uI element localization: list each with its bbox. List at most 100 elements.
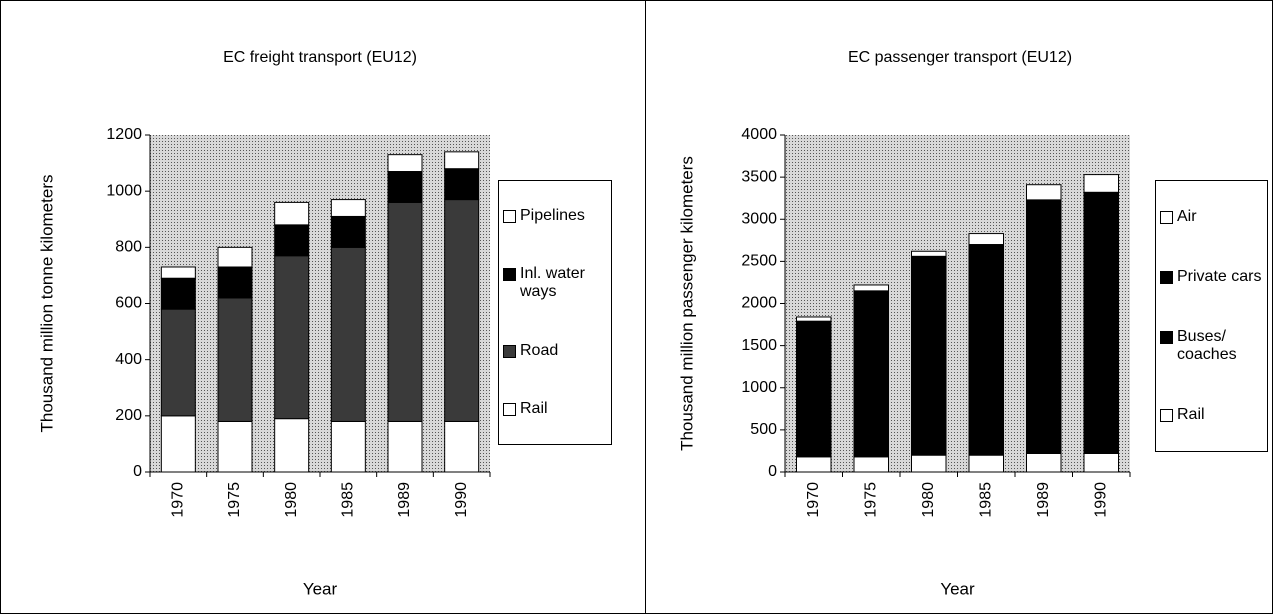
bar-segment bbox=[1026, 422, 1062, 454]
legend-label: Private cars bbox=[1177, 268, 1262, 285]
y-axis-label: Thousand million passenger kilometers bbox=[677, 156, 696, 451]
legend-entry: Rail bbox=[503, 400, 607, 418]
y-tick-label: 200 bbox=[115, 407, 142, 424]
legend-label: Rail bbox=[1177, 406, 1205, 423]
legend: Air Private cars Buses/ coaches Rail bbox=[1155, 180, 1268, 452]
bar-segment bbox=[796, 320, 832, 433]
x-tick-label: 1989 bbox=[396, 482, 413, 518]
legend-label: Air bbox=[1177, 208, 1197, 225]
y-tick-label: 1000 bbox=[741, 379, 777, 396]
bar-segment bbox=[1026, 452, 1062, 473]
y-tick-label: 1200 bbox=[106, 126, 142, 143]
x-tick-label: 1985 bbox=[340, 482, 357, 518]
legend-entry: Private cars bbox=[1160, 268, 1263, 286]
y-tick-label: 1500 bbox=[741, 337, 777, 354]
x-tick-label: 1990 bbox=[1092, 482, 1109, 518]
bar-segment bbox=[444, 151, 480, 170]
x-tick-label: 1990 bbox=[453, 482, 470, 518]
bar-segment bbox=[444, 420, 480, 473]
y-tick-label: 600 bbox=[115, 295, 142, 312]
y-tick-label: 0 bbox=[133, 463, 142, 480]
bar-segment bbox=[160, 415, 196, 473]
legend-label: Buses/ coaches bbox=[1177, 328, 1237, 363]
bar-segment bbox=[274, 418, 310, 473]
bar-segment bbox=[796, 456, 832, 473]
bar-segment bbox=[160, 266, 196, 279]
plot-area bbox=[785, 135, 1130, 472]
legend-swatch bbox=[503, 344, 516, 358]
legend-swatch bbox=[503, 402, 516, 416]
bar-segment bbox=[274, 201, 310, 226]
bar-segment bbox=[1026, 199, 1062, 424]
legend-swatch bbox=[1160, 331, 1173, 344]
x-axis-label: Year bbox=[940, 579, 975, 598]
legend-label: Pipelines bbox=[520, 207, 585, 225]
legend-entry: Air bbox=[1160, 208, 1263, 226]
y-tick-label: 1000 bbox=[106, 182, 142, 199]
bar-segment bbox=[387, 154, 423, 173]
bar-segment bbox=[911, 426, 947, 456]
bar-segment bbox=[217, 420, 253, 473]
y-tick-label: 800 bbox=[115, 239, 142, 256]
legend-swatch bbox=[1160, 271, 1173, 284]
legend-label: Rail bbox=[520, 399, 548, 417]
legend-entry: Rail bbox=[1160, 406, 1263, 424]
legend-entry: Road bbox=[503, 342, 607, 360]
bar-segment bbox=[911, 255, 947, 428]
legend-label: Inl. water ways bbox=[520, 265, 585, 301]
bar-segment bbox=[853, 290, 889, 431]
bar-segment bbox=[1083, 191, 1119, 423]
y-tick-label: 4000 bbox=[741, 126, 777, 143]
bar-segment bbox=[911, 454, 947, 473]
bar-segment bbox=[330, 215, 366, 248]
x-tick-label: 1975 bbox=[862, 482, 879, 518]
plot-area bbox=[150, 135, 490, 472]
legend-swatch bbox=[1160, 409, 1173, 422]
bar-segment bbox=[387, 420, 423, 473]
bar-segment bbox=[274, 255, 310, 420]
bar-segment bbox=[968, 244, 1004, 427]
legend-label: Road bbox=[520, 341, 559, 359]
bar-segment bbox=[968, 425, 1004, 456]
chart-title: EC freight transport (EU12) bbox=[223, 49, 417, 66]
bar-segment bbox=[217, 246, 253, 268]
y-axis-label: Thousand million tonne kilometers bbox=[37, 175, 56, 433]
x-tick-label: 1970 bbox=[170, 482, 187, 518]
bar-segment bbox=[217, 297, 253, 422]
bar-segment bbox=[796, 316, 832, 322]
bar-segment bbox=[330, 199, 366, 217]
bar-segment bbox=[330, 246, 366, 422]
x-tick-label: 1980 bbox=[283, 482, 300, 518]
x-tick-label: 1989 bbox=[1035, 482, 1052, 518]
legend-entry: Buses/ coaches bbox=[1160, 328, 1263, 364]
legend-entry: Inl. water ways bbox=[503, 265, 607, 301]
bar-segment bbox=[796, 431, 832, 458]
bar-segment bbox=[387, 201, 423, 422]
x-tick-label: 1985 bbox=[977, 482, 994, 518]
bar-segment bbox=[853, 456, 889, 473]
y-tick-label: 500 bbox=[750, 421, 777, 438]
x-tick-label: 1980 bbox=[920, 482, 937, 518]
chart-title: EC passenger transport (EU12) bbox=[848, 49, 1072, 66]
bar-segment bbox=[444, 199, 480, 422]
legend-swatch bbox=[503, 210, 516, 224]
bar-segment bbox=[160, 277, 196, 310]
bar-segment bbox=[330, 420, 366, 473]
bar-segment bbox=[444, 168, 480, 201]
bar-segment bbox=[853, 429, 889, 458]
x-tick-label: 1975 bbox=[226, 482, 243, 518]
x-axis-label: Year bbox=[303, 579, 338, 598]
bar-segment bbox=[1083, 174, 1119, 193]
y-tick-label: 3000 bbox=[741, 210, 777, 227]
x-tick-label: 1970 bbox=[805, 482, 822, 518]
legend: Pipelines Inl. water ways Road Rail bbox=[498, 180, 612, 445]
bar-segment bbox=[968, 454, 1004, 473]
bar-segment bbox=[853, 284, 889, 292]
bar-segment bbox=[911, 250, 947, 257]
y-tick-label: 0 bbox=[768, 463, 777, 480]
bar-segment bbox=[160, 308, 196, 417]
y-tick-label: 400 bbox=[115, 351, 142, 368]
bar-segment bbox=[1026, 184, 1062, 201]
legend-swatch bbox=[1160, 211, 1173, 224]
